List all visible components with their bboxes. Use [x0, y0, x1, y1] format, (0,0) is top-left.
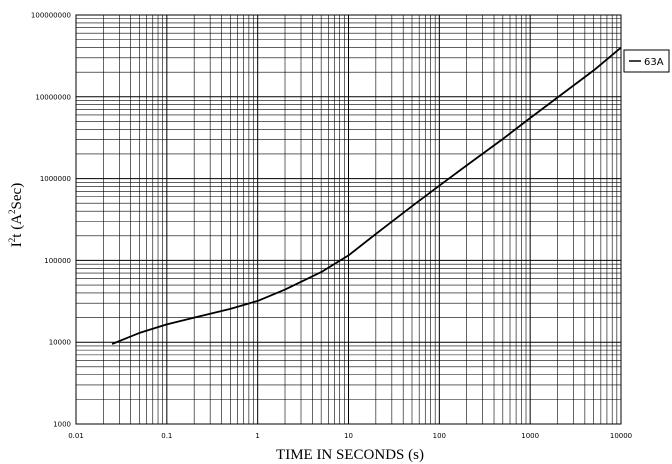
y-axis-label-part: Sec) [9, 183, 25, 210]
y-axis-label-part: t (A [9, 214, 25, 238]
y-tick-label: 100000000 [31, 12, 71, 20]
legend: 63A [623, 49, 670, 73]
x-tick-label: 0.1 [161, 432, 172, 440]
series-lines [111, 46, 622, 345]
x-axis-label: TIME IN SECONDS (s) [276, 447, 424, 463]
x-tick-label: 10 [344, 432, 353, 440]
x-tick-label: 1 [255, 432, 259, 440]
y-axis-label-superscript: 2 [7, 238, 17, 243]
x-tick-label: 0.01 [68, 432, 84, 440]
x-tick-label: 1000 [521, 432, 539, 440]
y-axis-label-part: I [9, 242, 25, 247]
y-tick-labels: 1000 10000 100000 1000000 10000000 100000000 [31, 12, 71, 429]
y-tick-label: 1000 [53, 421, 71, 429]
legend-box [623, 49, 670, 73]
y-axis-label-superscript: 2 [7, 209, 17, 214]
y-tick-label: 100000 [44, 257, 71, 265]
x-tick-labels: 0.01 0.1 1 10 100 1000 10000 [68, 432, 632, 440]
y-tick-label: 10000000 [35, 93, 71, 101]
y-axis-label: I2t (A2Sec) [7, 183, 25, 247]
legend-label-63a: 63A [644, 57, 664, 68]
x-tick-label: 10000 [610, 432, 632, 440]
y-tick-label: 10000 [49, 339, 71, 347]
series-line-63a [111, 46, 622, 345]
x-tick-label: 100 [433, 432, 446, 440]
plot-frame [75, 14, 622, 425]
y-tick-label: 1000000 [40, 175, 71, 183]
